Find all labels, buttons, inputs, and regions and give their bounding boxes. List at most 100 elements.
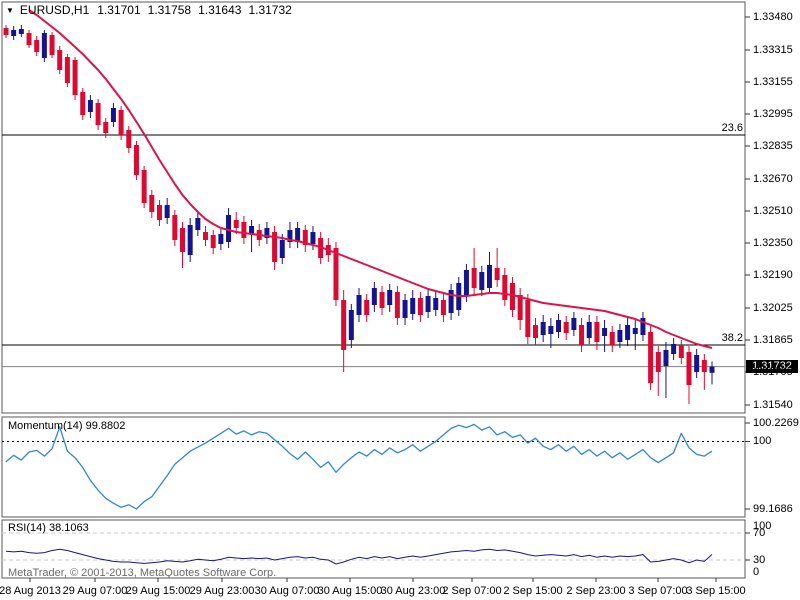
candle <box>180 228 186 252</box>
candle <box>57 50 63 70</box>
candle <box>602 328 608 336</box>
price-axis-label: 1.33480 <box>753 11 793 23</box>
candle <box>540 322 546 335</box>
candle <box>3 28 9 35</box>
candle <box>26 33 32 45</box>
candle <box>149 195 155 212</box>
candle <box>579 325 585 345</box>
candle <box>417 298 423 315</box>
time-axis-label: 29 Aug 07:00 <box>62 585 128 597</box>
price-axis-label: 1.32025 <box>753 302 793 314</box>
rsi-line <box>5 548 713 565</box>
candle <box>448 290 454 313</box>
momentum-axis-label: 100.2269 <box>753 417 799 429</box>
candle <box>233 220 239 228</box>
moving-average-line <box>28 9 713 349</box>
candle <box>34 40 40 52</box>
candle <box>655 352 661 372</box>
price-axis-label: 1.33315 <box>753 44 793 56</box>
candle <box>226 215 232 242</box>
time-axis-label: 3 Sep 07:00 <box>628 585 688 597</box>
candle <box>272 232 278 262</box>
rsi-axis-label: 0 <box>753 566 760 578</box>
time-axis-label: 2 Sep 07:00 <box>442 585 502 597</box>
rsi-axis-label: 30 <box>753 554 766 566</box>
current-price-tag: 1.31732 <box>746 360 798 374</box>
candle <box>41 33 47 58</box>
price-axis-label: 1.32835 <box>753 140 793 152</box>
chart-title: ▼ EURUSD,H1 1.31701 1.31758 1.31643 1.31… <box>6 3 299 17</box>
candle <box>126 130 132 148</box>
candle <box>571 318 577 330</box>
candle <box>133 145 139 175</box>
candle <box>563 322 569 333</box>
candle <box>87 100 93 112</box>
candle <box>586 322 592 338</box>
price-axis-label: 1.32510 <box>753 205 793 217</box>
candle <box>387 290 393 305</box>
time-axis-label: 30 Aug 15:00 <box>317 585 383 597</box>
candle <box>364 300 370 315</box>
main-plot-area[interactable] <box>3 3 744 412</box>
candle <box>640 318 646 335</box>
candle <box>556 320 562 332</box>
candle <box>548 326 554 334</box>
quote-high: 1.31758 <box>147 3 192 17</box>
panel-separator[interactable] <box>0 413 746 417</box>
watermark-text: MetaTrader, © 2001-2013, MetaQuotes Soft… <box>8 567 277 579</box>
candle <box>64 57 70 83</box>
candle <box>210 235 216 248</box>
candle <box>156 205 162 220</box>
candle <box>264 228 270 238</box>
candle <box>333 248 339 300</box>
price-axis-label: 1.32995 <box>753 108 793 120</box>
candle <box>479 272 485 290</box>
rsi-panel-border <box>1 519 746 579</box>
candle <box>287 230 293 242</box>
candle <box>509 283 515 310</box>
candle <box>379 292 385 308</box>
rsi-plot-area[interactable] <box>3 521 744 577</box>
candle <box>348 310 354 340</box>
candle <box>356 295 362 315</box>
candle <box>686 352 692 385</box>
panel-separator[interactable] <box>0 517 746 521</box>
candle <box>187 225 193 255</box>
price-axis-label: 1.33155 <box>753 76 793 88</box>
candle <box>701 360 707 372</box>
price-axis-label: 1.32350 <box>753 237 793 249</box>
candle <box>241 222 247 238</box>
candle <box>310 232 316 244</box>
candle <box>279 240 285 258</box>
momentum-plot-area[interactable] <box>3 418 744 516</box>
candle <box>95 103 101 125</box>
momentum-axis-label: 99.1686 <box>753 502 793 515</box>
candle <box>118 110 124 135</box>
candle <box>410 298 416 314</box>
candle <box>617 330 623 342</box>
price-axis-label: 1.31865 <box>753 334 793 346</box>
symbol-period-label: EURUSD,H1 <box>19 3 90 17</box>
quote-open: 1.31701 <box>97 3 141 17</box>
fib-level-label: 23.6 <box>721 122 743 134</box>
fib-level-label: 38.2 <box>721 332 743 344</box>
candle <box>709 366 715 373</box>
candle <box>494 268 500 280</box>
candle <box>49 35 55 55</box>
price-axis-label: 1.31705 <box>753 366 793 378</box>
time-axis-label: 2 Sep 15:00 <box>503 585 563 597</box>
price-axis-label: 1.32190 <box>753 269 793 281</box>
candle <box>172 215 178 240</box>
price-axis[interactable] <box>746 2 800 578</box>
candle <box>249 226 255 234</box>
candle <box>594 322 600 342</box>
main-panel-border <box>1 1 746 414</box>
rsi-axis-label: 70 <box>753 527 766 539</box>
candle <box>302 230 308 245</box>
candle <box>463 270 469 295</box>
symbol-dropdown-icon[interactable]: ▼ <box>6 5 14 15</box>
time-axis-label: 3 Sep 15:00 <box>686 585 746 597</box>
momentum-indicator-label: Momentum(14) 99.8802 <box>8 420 126 432</box>
